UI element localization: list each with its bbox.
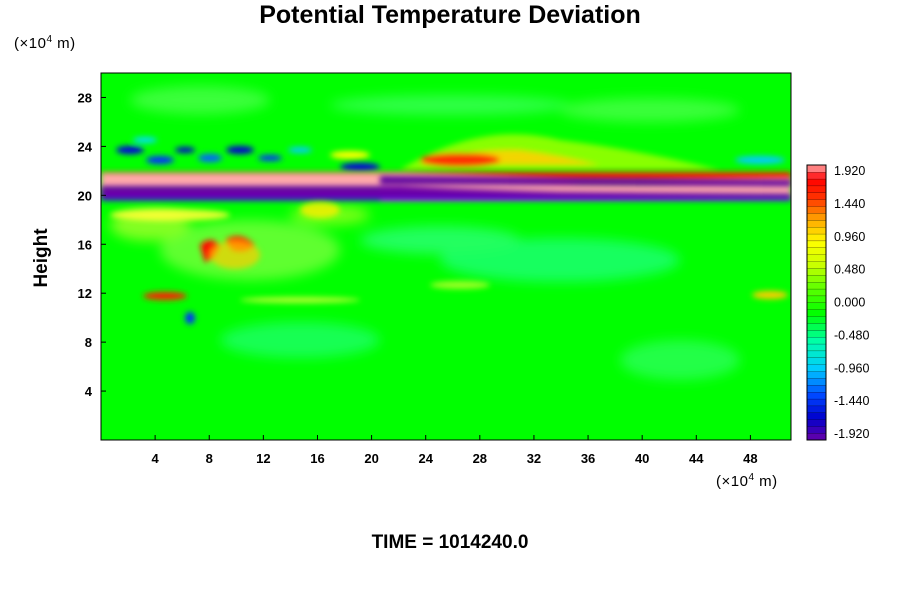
- colorbar-swatch: [806, 240, 827, 248]
- y-tick-label: 24: [78, 139, 93, 154]
- colorbar-swatch: [806, 433, 827, 441]
- colorbar-swatch: [806, 426, 827, 434]
- colorbar-swatch: [806, 336, 827, 345]
- colorbar: 1.920 1.440 0.960 0.480 0.000 -0.480 -0.960 -1.…: [806, 164, 869, 441]
- colorbar-swatch: [806, 302, 827, 310]
- colorbar-tick-label: -1.920: [834, 427, 869, 441]
- y-tick-label: 4: [85, 384, 93, 399]
- colorbar-swatch: [806, 164, 827, 173]
- y-tick-label: 16: [78, 237, 92, 252]
- y-tick-label: 28: [78, 90, 92, 105]
- x-tick-label: 24: [418, 451, 433, 466]
- x-tick-label: 32: [527, 451, 541, 466]
- colorbar-swatch: [806, 261, 827, 269]
- colorbar-swatch: [806, 274, 827, 283]
- y-tick-label: 12: [78, 286, 92, 301]
- colorbar-swatch: [806, 268, 827, 276]
- colorbar-swatch: [806, 364, 827, 372]
- colorbar-tick-label: -1.440: [834, 394, 869, 408]
- colorbar-swatch: [806, 213, 827, 221]
- x-axis-unit: (×104 m): [716, 472, 778, 490]
- colorbar-swatch: [806, 371, 827, 379]
- colorbar-swatch: [806, 247, 827, 255]
- y-tick-label: 20: [78, 188, 92, 203]
- colorbar-swatch: [806, 192, 827, 200]
- colorbar-swatch: [806, 199, 827, 207]
- colorbar-swatch: [806, 378, 827, 386]
- colorbar-swatch: [806, 398, 827, 407]
- colorbar-swatch: [806, 288, 827, 297]
- colorbar-swatch: [806, 323, 827, 331]
- x-axis-ticks: 4 8 12 16 20 24 28 32 36 40 44 48: [152, 435, 758, 466]
- x-tick-label: 8: [206, 451, 213, 466]
- colorbar-swatch: [806, 226, 827, 235]
- x-tick-label: 36: [581, 451, 595, 466]
- colorbar-swatch: [806, 309, 827, 317]
- colorbar-swatch: [806, 219, 827, 228]
- colorbar-tick-label: 1.440: [834, 197, 865, 211]
- colorbar-tick-label: 0.000: [834, 296, 865, 310]
- colorbar-swatch: [806, 178, 827, 187]
- colorbar-tick-label: 0.960: [834, 230, 865, 244]
- colorbar-swatch: [806, 206, 827, 214]
- plot-frame: [100, 72, 792, 441]
- upper-dome: [330, 134, 720, 170]
- colorbar-swatch: [806, 171, 827, 180]
- colorbar-swatch: [806, 329, 827, 338]
- x-tick-label: 4: [152, 451, 160, 466]
- colorbar-swatch: [806, 233, 827, 242]
- colorbar-swatch: [806, 254, 827, 262]
- lower-structures: [110, 202, 788, 324]
- x-tick-label: 28: [473, 451, 487, 466]
- x-tick-label: 40: [635, 451, 649, 466]
- y-axis-ticks: 4 8 12 16 20 24 28: [78, 90, 106, 399]
- y-tick-label: 8: [85, 335, 92, 350]
- colorbar-swatch: [806, 316, 827, 324]
- y-axis-unit: (×104 m): [14, 34, 76, 52]
- heatmap-field: [101, 73, 791, 440]
- colorbar-swatch: [806, 357, 827, 365]
- colorbar-swatch: [806, 350, 827, 358]
- colorbar-tick-label: 1.920: [834, 164, 865, 178]
- colorbar-swatch: [806, 391, 827, 400]
- colorbar-swatch: [806, 412, 827, 420]
- x-tick-label: 44: [689, 451, 704, 466]
- x-tick-label: 48: [743, 451, 757, 466]
- x-tick-label: 12: [256, 451, 270, 466]
- chart-title: Potential Temperature Deviation: [259, 1, 641, 29]
- negative-band: [101, 176, 791, 201]
- field-texture: [110, 86, 740, 380]
- colorbar-frame: [806, 164, 827, 441]
- colorbar-swatch: [806, 419, 827, 427]
- colorbar-swatch: [806, 405, 827, 413]
- colorbar-swatch: [806, 281, 827, 290]
- colorbar-swatch: [806, 295, 827, 303]
- colorbar-tick-label: -0.960: [834, 361, 869, 375]
- x-tick-label: 16: [310, 451, 324, 466]
- time-label: TIME = 1014240.0: [371, 532, 529, 553]
- colorbar-swatch: [806, 384, 827, 393]
- wave-fringes: [116, 137, 785, 171]
- colorbar-tick-label: -0.480: [834, 328, 869, 342]
- colorbar-swatch: [806, 343, 827, 352]
- colorbar-tick-label: 0.480: [834, 263, 865, 277]
- colorbar-swatch: [806, 185, 827, 193]
- x-tick-label: 20: [364, 451, 378, 466]
